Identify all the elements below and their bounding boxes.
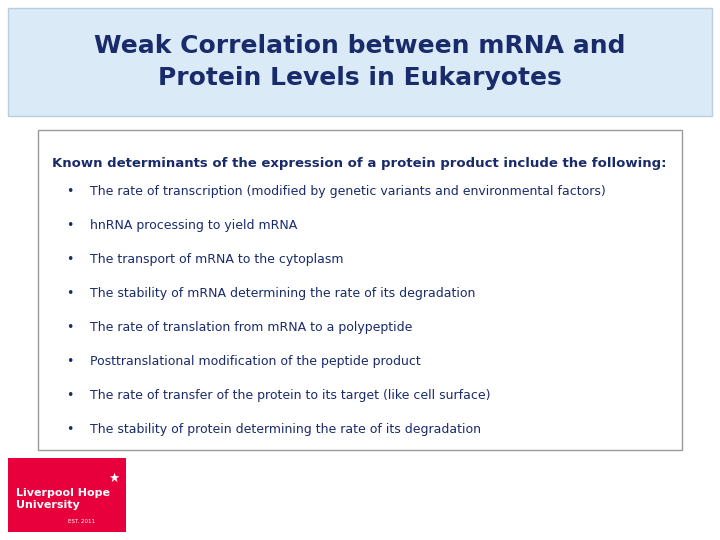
- Text: •: •: [66, 287, 73, 300]
- Bar: [38, 130, 682, 450]
- Text: Weak Correlation between mRNA and
Protein Levels in Eukaryotes: Weak Correlation between mRNA and Protei…: [94, 34, 626, 90]
- Text: Known determinants of the expression of a protein product include the following:: Known determinants of the expression of …: [52, 157, 667, 170]
- Text: The rate of translation from mRNA to a polypeptide: The rate of translation from mRNA to a p…: [90, 321, 413, 334]
- Text: EST. 2011: EST. 2011: [68, 519, 95, 524]
- Bar: [8, 458, 126, 532]
- Text: Liverpool Hope
University: Liverpool Hope University: [16, 488, 110, 510]
- Text: •: •: [66, 253, 73, 266]
- Text: •: •: [66, 219, 73, 232]
- Text: •: •: [66, 389, 73, 402]
- Text: •: •: [66, 185, 73, 198]
- Text: The transport of mRNA to the cytoplasm: The transport of mRNA to the cytoplasm: [90, 253, 343, 266]
- Text: •: •: [66, 423, 73, 436]
- Text: •: •: [66, 321, 73, 334]
- Text: The rate of transfer of the protein to its target (like cell surface): The rate of transfer of the protein to i…: [90, 389, 490, 402]
- Text: •: •: [66, 355, 73, 368]
- Text: Posttranslational modification of the peptide product: Posttranslational modification of the pe…: [90, 355, 420, 368]
- Text: The rate of transcription (modified by genetic variants and environmental factor: The rate of transcription (modified by g…: [90, 185, 606, 198]
- Text: ★: ★: [109, 472, 120, 485]
- Bar: [8, 8, 712, 116]
- Text: The stability of protein determining the rate of its degradation: The stability of protein determining the…: [90, 423, 481, 436]
- Text: The stability of mRNA determining the rate of its degradation: The stability of mRNA determining the ra…: [90, 287, 475, 300]
- Text: hnRNA processing to yield mRNA: hnRNA processing to yield mRNA: [90, 219, 297, 232]
